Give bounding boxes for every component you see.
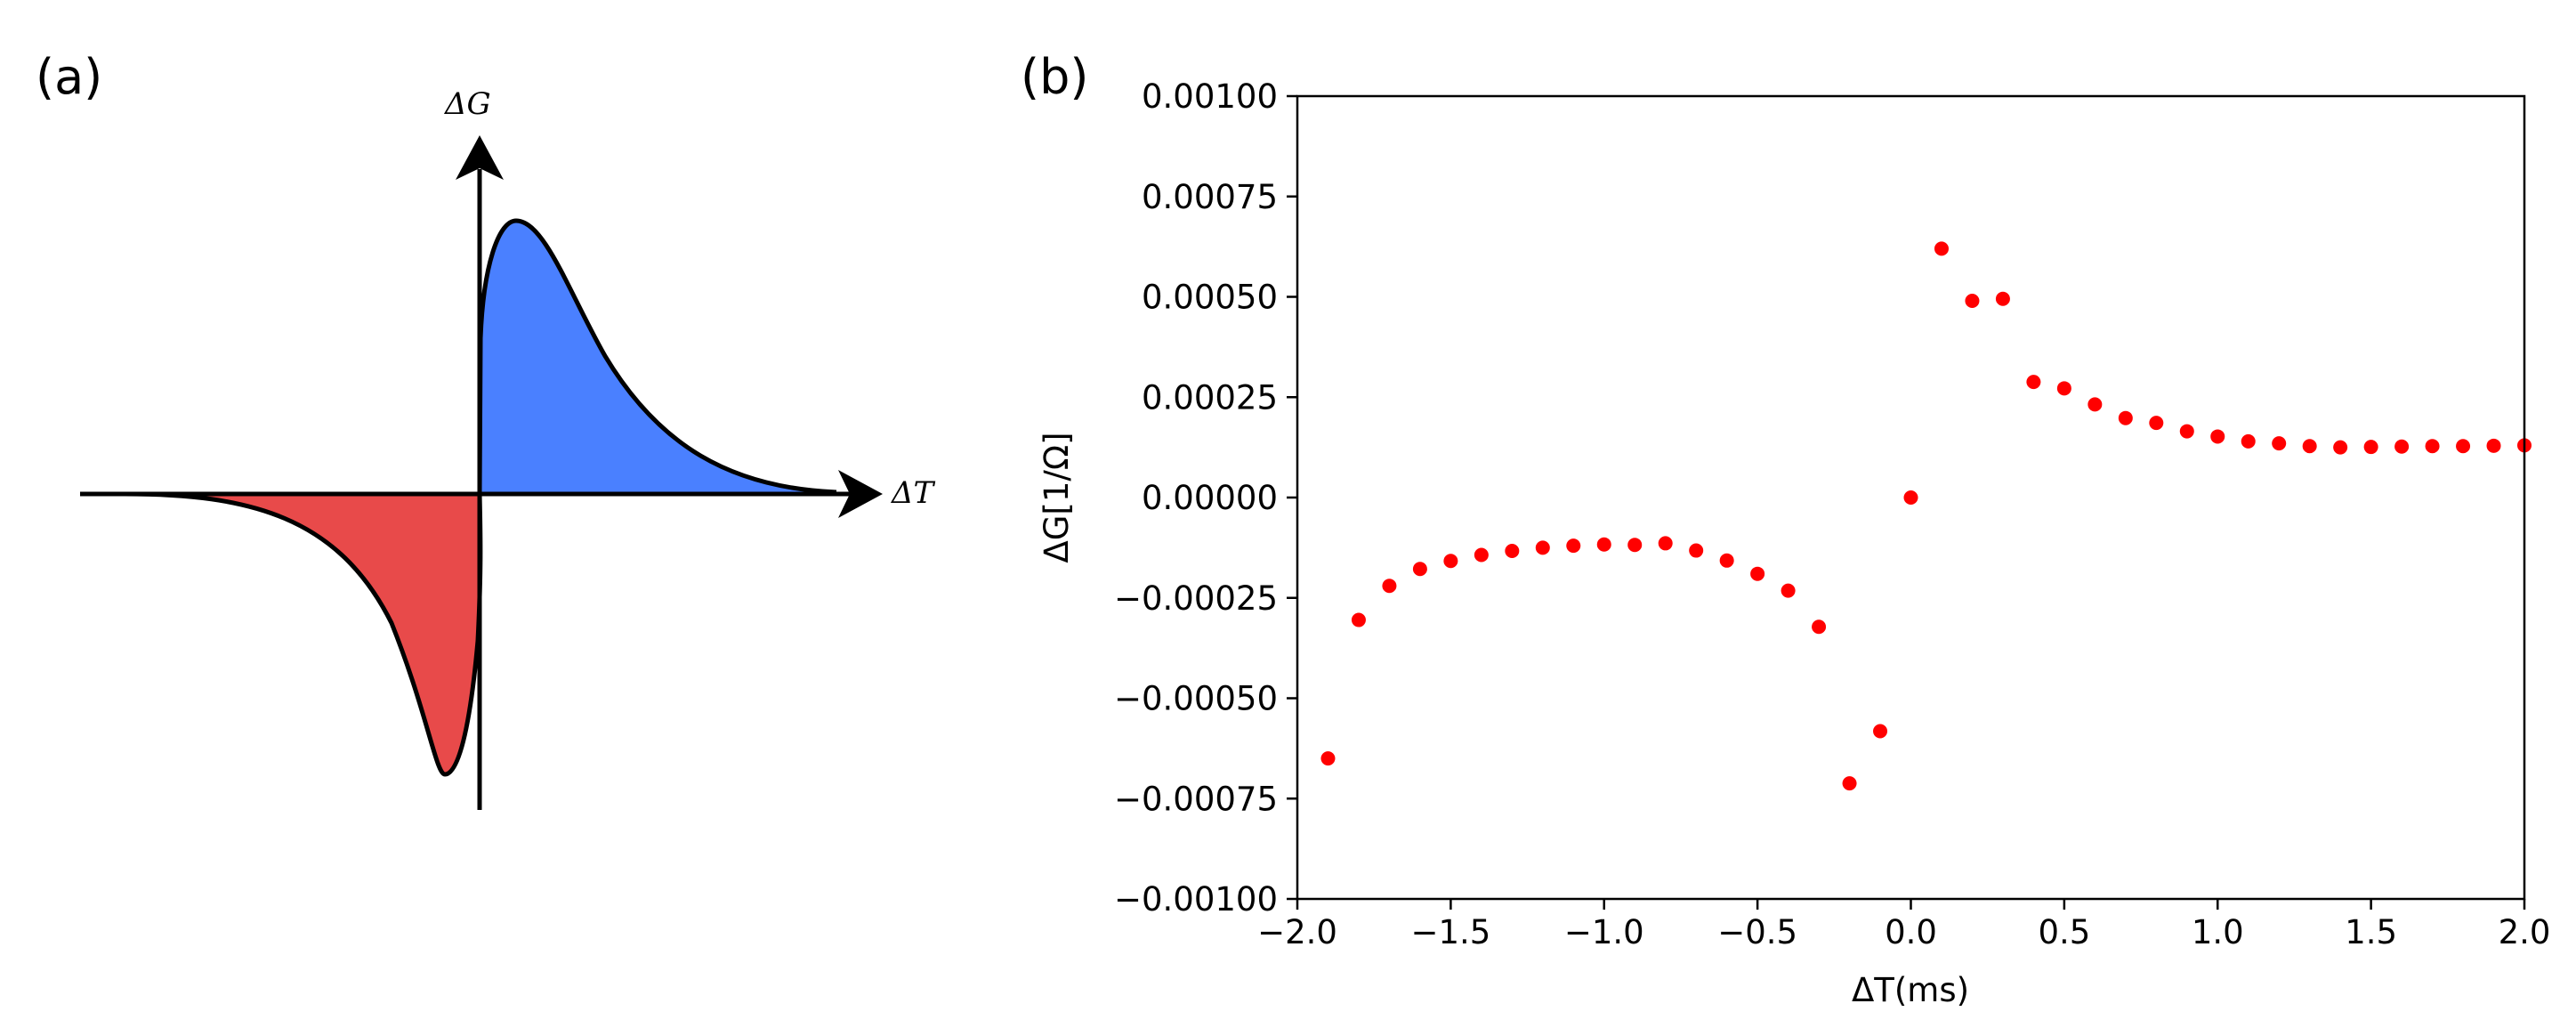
negative-lobe-area (125, 494, 480, 774)
data-point (2486, 438, 2501, 453)
data-points (1320, 241, 2532, 791)
x-tick-label: 1.5 (2345, 913, 2397, 951)
data-point (2425, 439, 2440, 454)
data-point (2363, 440, 2378, 455)
data-point (1965, 294, 1980, 309)
data-point (2210, 429, 2225, 444)
data-point (1781, 583, 1796, 598)
x-tick-label: 0.5 (2038, 913, 2090, 951)
panel-a-label: (a) (36, 49, 102, 105)
y-ticks: 0.00100 0.00075 0.00050 0.00025 0.00000 −0.00… (1114, 77, 1297, 919)
x-tick-label: −1.0 (1564, 913, 1644, 951)
scatter-plot: −2.0 −1.5 −1.0 −0.5 0.0 0.5 1.0 1.5 2.0 0.001000… (1038, 77, 2550, 1009)
data-point (1627, 538, 1643, 553)
data-point (1812, 619, 1827, 635)
data-point (2302, 439, 2317, 454)
y-tick-label: −0.00050 (1114, 680, 1278, 718)
panel-b-label: (b) (1021, 49, 1088, 105)
x-tick-label: 1.0 (2192, 913, 2244, 951)
x-ticks: −2.0 −1.5 −1.0 −0.5 0.0 0.5 1.0 1.5 2.0 (1257, 899, 2550, 951)
x-axis-arrowhead (838, 470, 883, 518)
y-axis-arrowhead (456, 135, 504, 180)
data-point (1719, 553, 1734, 568)
data-point (2087, 397, 2103, 412)
y-tick-label: 0.00000 (1142, 479, 1278, 517)
y-tick-label: −0.00075 (1114, 780, 1278, 818)
data-point (2056, 381, 2071, 396)
data-point (1873, 724, 1888, 739)
y-axis-label: ΔG[1/Ω] (1038, 432, 1076, 563)
x-tick-label: 0.0 (1885, 913, 1937, 951)
data-point (1412, 562, 1427, 577)
data-point (1382, 579, 1397, 594)
positive-lobe-area (480, 221, 836, 494)
data-point (2118, 410, 2133, 425)
data-point (2272, 436, 2287, 451)
data-point (1535, 540, 1550, 555)
data-point (2026, 375, 2041, 390)
data-point (1320, 751, 1336, 766)
data-point (1596, 537, 1611, 552)
data-point (2333, 440, 2348, 455)
data-point (1934, 241, 1949, 256)
data-point (1566, 538, 1581, 554)
x-tick-label: −0.5 (1717, 913, 1797, 951)
data-point (2149, 416, 2164, 431)
data-point (2241, 433, 2256, 449)
data-point (2179, 424, 2194, 439)
y-tick-label: 0.00075 (1142, 178, 1278, 216)
data-point (1903, 490, 1918, 505)
x-tick-label: 2.0 (2499, 913, 2551, 951)
data-point (1842, 776, 1857, 791)
data-point (1750, 566, 1765, 581)
data-point (1505, 543, 1520, 558)
data-point (2456, 439, 2471, 454)
data-point (1689, 543, 1704, 558)
data-point (1351, 612, 1366, 627)
panel-a: (a) ΔG ΔT (36, 49, 936, 810)
plot-frame (1296, 94, 2526, 901)
y-tick-label: −0.00025 (1114, 579, 1278, 618)
data-point (1658, 536, 1673, 551)
y-tick-label: −0.00100 (1114, 880, 1278, 919)
y-tick-label: 0.00025 (1142, 378, 1278, 417)
data-point (1474, 547, 1489, 563)
y-tick-label: 0.00100 (1142, 77, 1278, 116)
y-tick-label: 0.00050 (1142, 279, 1278, 317)
y-axis-label-dg: ΔG (443, 86, 491, 122)
data-point (1995, 291, 2010, 306)
x-tick-label: −1.5 (1410, 913, 1490, 951)
x-tick-label: −2.0 (1257, 913, 1337, 951)
data-point (1443, 554, 1458, 569)
x-axis-label-dt: ΔT (890, 475, 936, 511)
x-axis-label: ΔT(ms) (1852, 971, 1969, 1009)
data-point (2394, 439, 2410, 454)
panel-b: (b) −2.0 −1.5 −1.0 −0.5 0.0 0.5 1.0 1.5 2.0 0.00… (1021, 49, 2550, 1009)
